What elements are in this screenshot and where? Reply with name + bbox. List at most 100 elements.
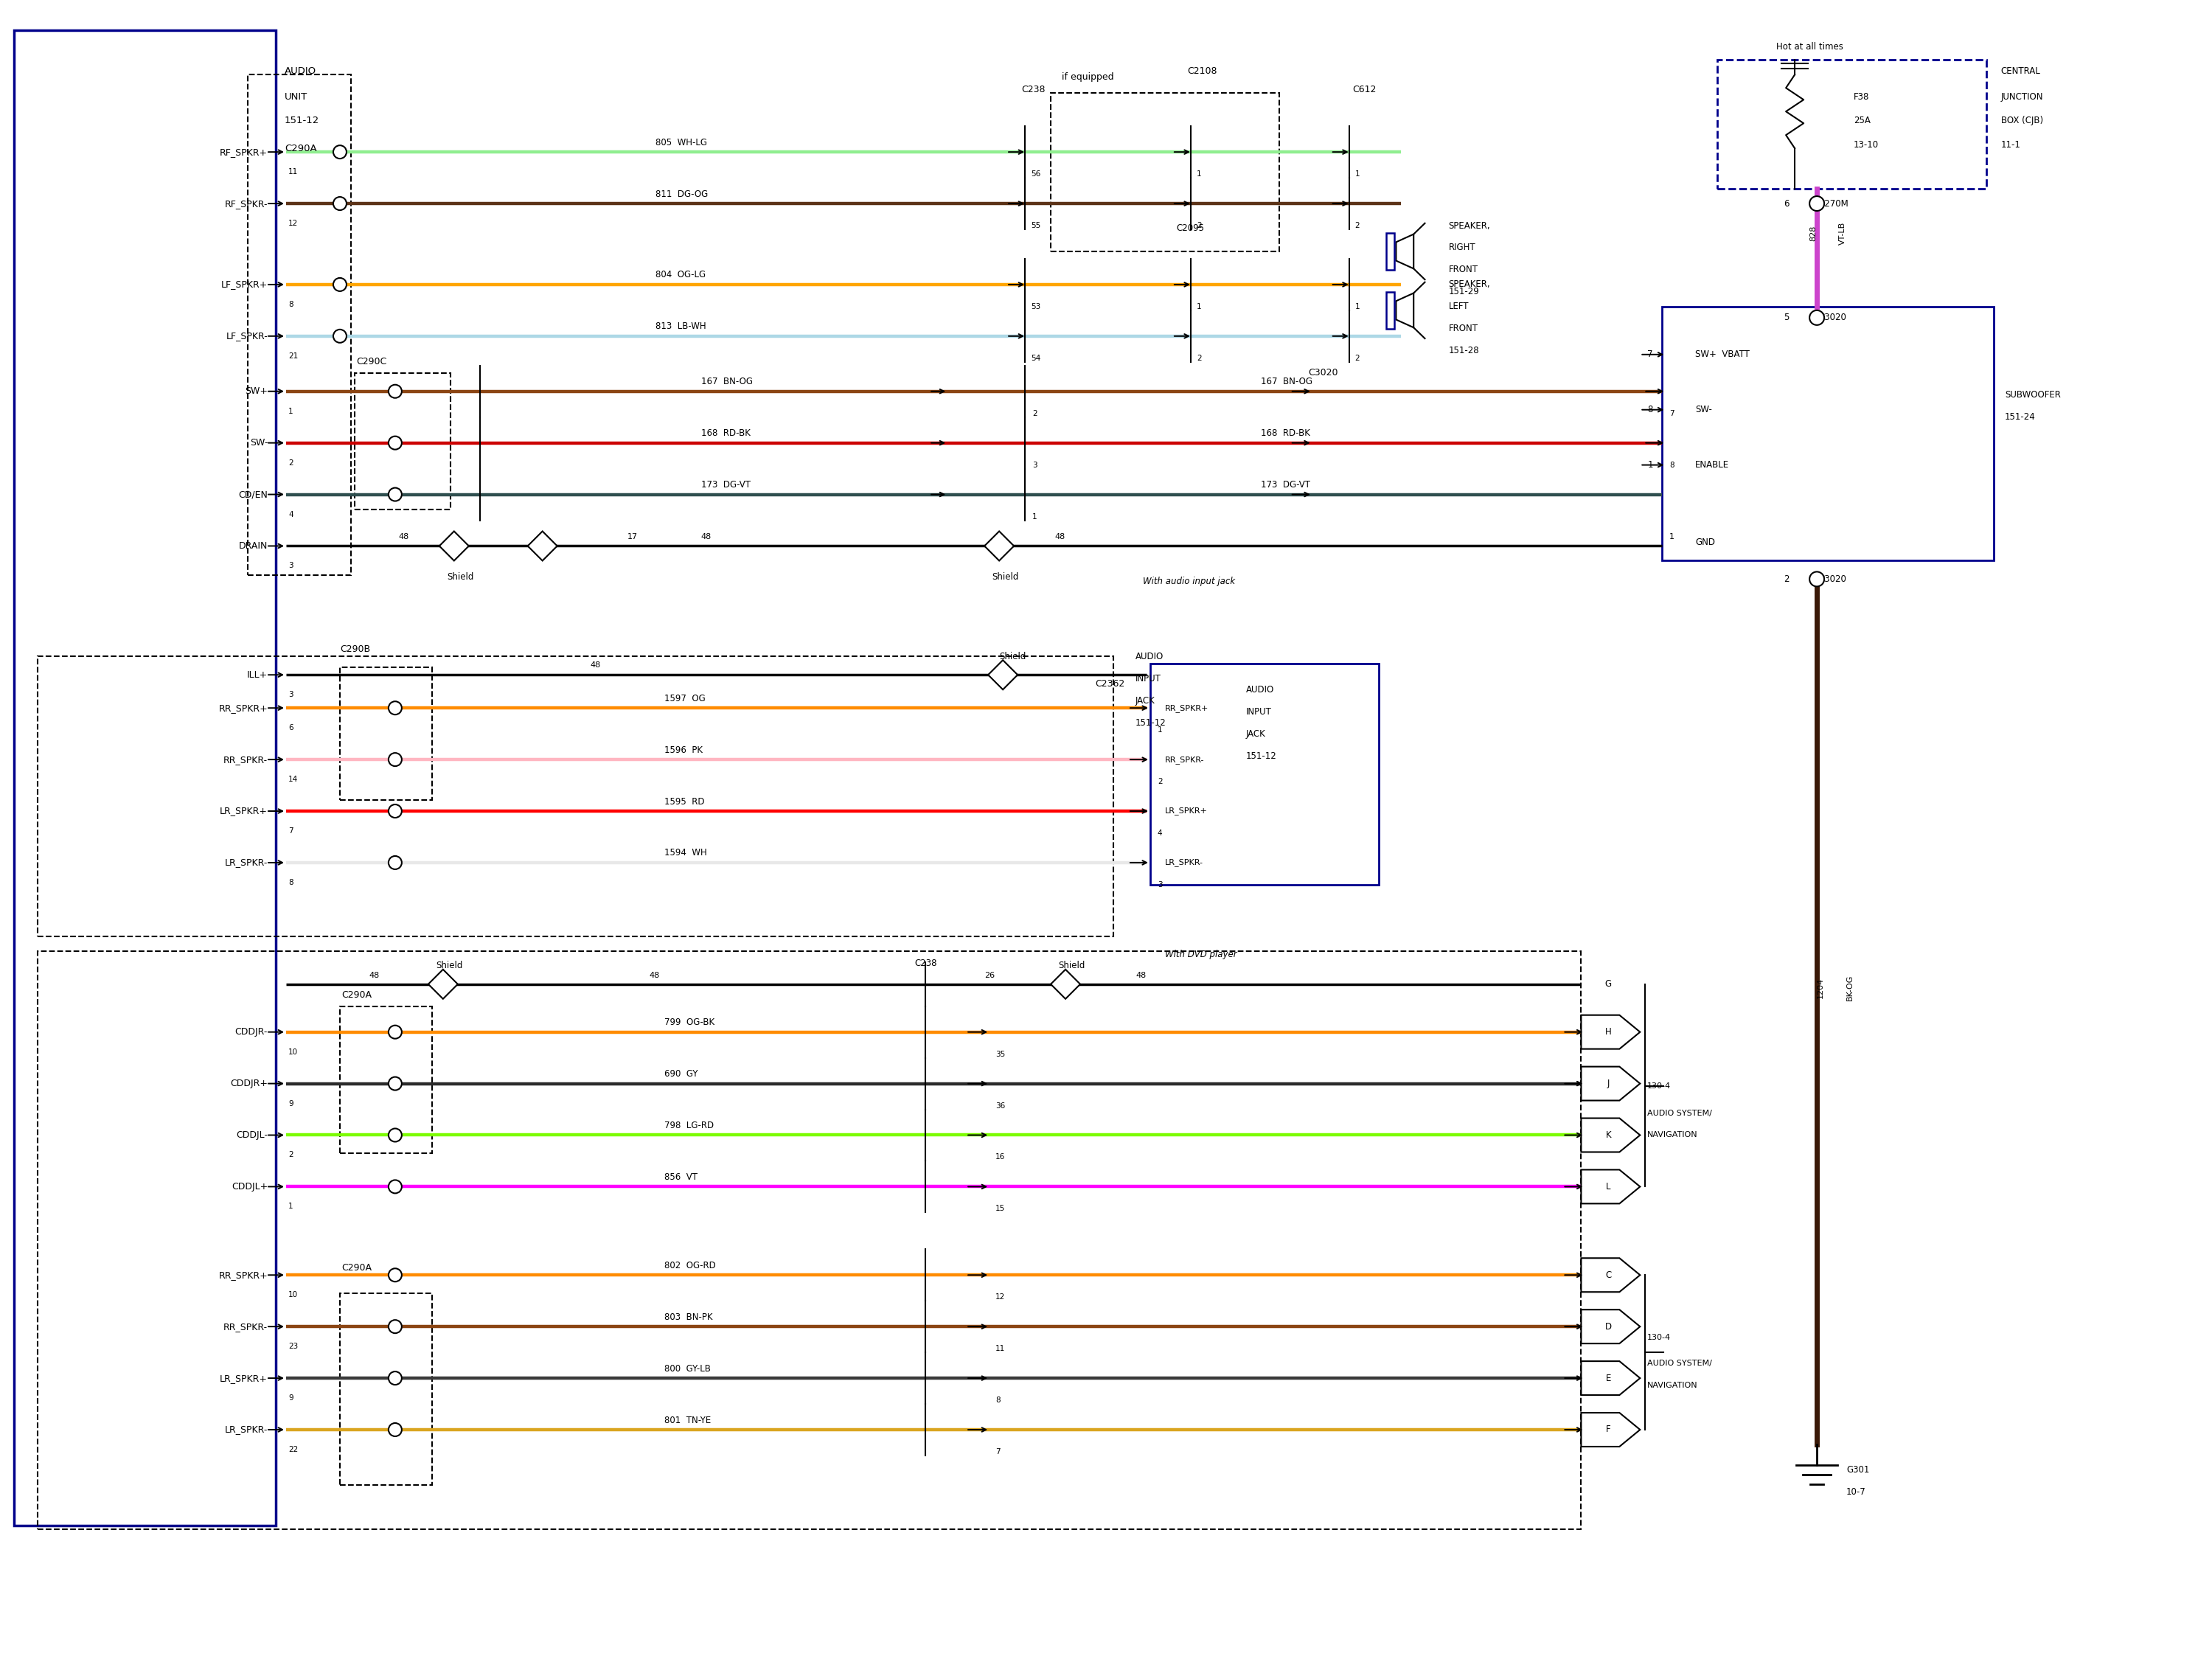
Text: H: H bbox=[1606, 1027, 1613, 1037]
Circle shape bbox=[389, 1269, 403, 1282]
Text: 7: 7 bbox=[1648, 350, 1652, 360]
Text: 9: 9 bbox=[288, 1394, 294, 1402]
Text: SW-: SW- bbox=[1694, 405, 1712, 415]
Text: 1: 1 bbox=[1356, 304, 1360, 310]
Text: 1596  PK: 1596 PK bbox=[664, 745, 703, 755]
Circle shape bbox=[389, 488, 403, 501]
Text: 9: 9 bbox=[288, 1100, 294, 1107]
Text: NAVIGATION: NAVIGATION bbox=[1648, 1382, 1699, 1389]
Text: Shield: Shield bbox=[991, 572, 1020, 582]
Text: 803  BN-PK: 803 BN-PK bbox=[664, 1312, 712, 1322]
Text: 6: 6 bbox=[288, 725, 294, 732]
Text: 13-10: 13-10 bbox=[1854, 139, 1878, 149]
Text: DRAIN: DRAIN bbox=[239, 541, 268, 551]
Text: 54: 54 bbox=[1031, 355, 1040, 362]
Text: 801  TN-YE: 801 TN-YE bbox=[664, 1415, 710, 1425]
Text: 8: 8 bbox=[288, 879, 294, 886]
Circle shape bbox=[334, 197, 347, 211]
Circle shape bbox=[389, 1321, 403, 1334]
Text: C3020: C3020 bbox=[1818, 574, 1847, 584]
Text: CDDJL+: CDDJL+ bbox=[232, 1181, 268, 1191]
Text: JACK: JACK bbox=[1245, 728, 1265, 738]
Text: 856  VT: 856 VT bbox=[664, 1173, 697, 1181]
Text: SW-: SW- bbox=[250, 438, 268, 448]
Text: 167  BN-OG: 167 BN-OG bbox=[701, 377, 752, 387]
Circle shape bbox=[389, 436, 403, 450]
Text: 799  OG-BK: 799 OG-BK bbox=[664, 1017, 714, 1027]
Text: AUDIO: AUDIO bbox=[1245, 685, 1274, 695]
Text: 151-12: 151-12 bbox=[285, 116, 319, 124]
Text: 2: 2 bbox=[1356, 222, 1360, 229]
Text: C2362: C2362 bbox=[1095, 679, 1124, 688]
Text: E: E bbox=[1606, 1374, 1610, 1384]
Text: 1: 1 bbox=[1033, 513, 1037, 521]
Text: 151-29: 151-29 bbox=[1449, 287, 1480, 297]
Circle shape bbox=[334, 146, 347, 159]
Text: LR_SPKR+: LR_SPKR+ bbox=[219, 806, 268, 816]
Bar bbox=[341, 1294, 431, 1485]
Text: ILL+: ILL+ bbox=[248, 670, 268, 680]
Text: 48: 48 bbox=[1135, 972, 1146, 979]
Text: CDDJR-: CDDJR- bbox=[234, 1027, 268, 1037]
Text: 11: 11 bbox=[995, 1345, 1004, 1352]
Text: BK-OG: BK-OG bbox=[1847, 975, 1854, 1000]
Text: 17: 17 bbox=[628, 534, 637, 541]
Text: 1: 1 bbox=[1670, 534, 1674, 541]
Circle shape bbox=[389, 1128, 403, 1141]
Text: 8: 8 bbox=[995, 1397, 1000, 1404]
Text: 151-24: 151-24 bbox=[2004, 413, 2035, 421]
Circle shape bbox=[389, 753, 403, 766]
Text: INPUT: INPUT bbox=[1245, 707, 1272, 717]
Text: SPEAKER,: SPEAKER, bbox=[1449, 280, 1491, 289]
Text: 35: 35 bbox=[995, 1050, 1004, 1058]
Text: C270M: C270M bbox=[1818, 199, 1849, 209]
Text: AUDIO: AUDIO bbox=[1135, 652, 1164, 662]
Text: 12: 12 bbox=[288, 219, 299, 227]
Text: RR_SPKR-: RR_SPKR- bbox=[223, 755, 268, 765]
Text: RR_SPKR-: RR_SPKR- bbox=[223, 1322, 268, 1332]
Text: 828: 828 bbox=[1809, 226, 1816, 241]
Circle shape bbox=[389, 1180, 403, 1193]
Text: AUDIO SYSTEM/: AUDIO SYSTEM/ bbox=[1648, 1360, 1712, 1367]
Text: 11-1: 11-1 bbox=[2002, 139, 2022, 149]
Text: 10-7: 10-7 bbox=[1847, 1488, 1867, 1496]
Text: 12: 12 bbox=[995, 1294, 1004, 1301]
Text: 48: 48 bbox=[701, 534, 712, 541]
Text: if equipped: if equipped bbox=[1062, 71, 1115, 81]
Text: JACK: JACK bbox=[1135, 695, 1155, 705]
Text: 167  BN-OG: 167 BN-OG bbox=[1261, 377, 1312, 387]
Circle shape bbox=[389, 385, 403, 398]
Text: 8: 8 bbox=[1648, 405, 1652, 415]
Text: 25A: 25A bbox=[1854, 116, 1871, 124]
Text: 7: 7 bbox=[288, 828, 294, 834]
Text: 26: 26 bbox=[984, 972, 995, 979]
Text: 36: 36 bbox=[995, 1102, 1004, 1110]
Text: 151-12: 151-12 bbox=[1245, 752, 1276, 760]
Text: 2: 2 bbox=[1033, 410, 1037, 416]
Text: NAVIGATION: NAVIGATION bbox=[1648, 1131, 1699, 1138]
Text: LR_SPKR+: LR_SPKR+ bbox=[219, 1374, 268, 1384]
Text: C238: C238 bbox=[1022, 85, 1046, 95]
Text: 802  OG-RD: 802 OG-RD bbox=[664, 1261, 714, 1271]
Text: 151-12: 151-12 bbox=[1135, 718, 1166, 728]
Text: 2: 2 bbox=[1356, 355, 1360, 362]
Text: 3: 3 bbox=[1033, 461, 1037, 468]
Bar bbox=[1387, 292, 1394, 328]
Polygon shape bbox=[529, 531, 557, 561]
Text: RR_SPKR+: RR_SPKR+ bbox=[219, 703, 268, 713]
Bar bbox=[341, 1007, 431, 1153]
Text: 1: 1 bbox=[1157, 727, 1164, 733]
Text: 1: 1 bbox=[1197, 171, 1201, 178]
Text: D: D bbox=[1606, 1322, 1613, 1332]
Text: 130-4: 130-4 bbox=[1648, 1334, 1670, 1342]
Text: 8: 8 bbox=[1670, 461, 1674, 468]
Text: Shield: Shield bbox=[1057, 961, 1084, 971]
Text: 53: 53 bbox=[1031, 304, 1040, 310]
Text: Shield: Shield bbox=[447, 572, 473, 582]
Bar bbox=[1150, 664, 1378, 884]
Text: F38: F38 bbox=[1854, 91, 1869, 101]
Text: RR_SPKR+: RR_SPKR+ bbox=[1166, 703, 1208, 712]
Text: 48: 48 bbox=[650, 972, 659, 979]
Text: FRONT: FRONT bbox=[1449, 324, 1478, 333]
Circle shape bbox=[334, 279, 347, 292]
